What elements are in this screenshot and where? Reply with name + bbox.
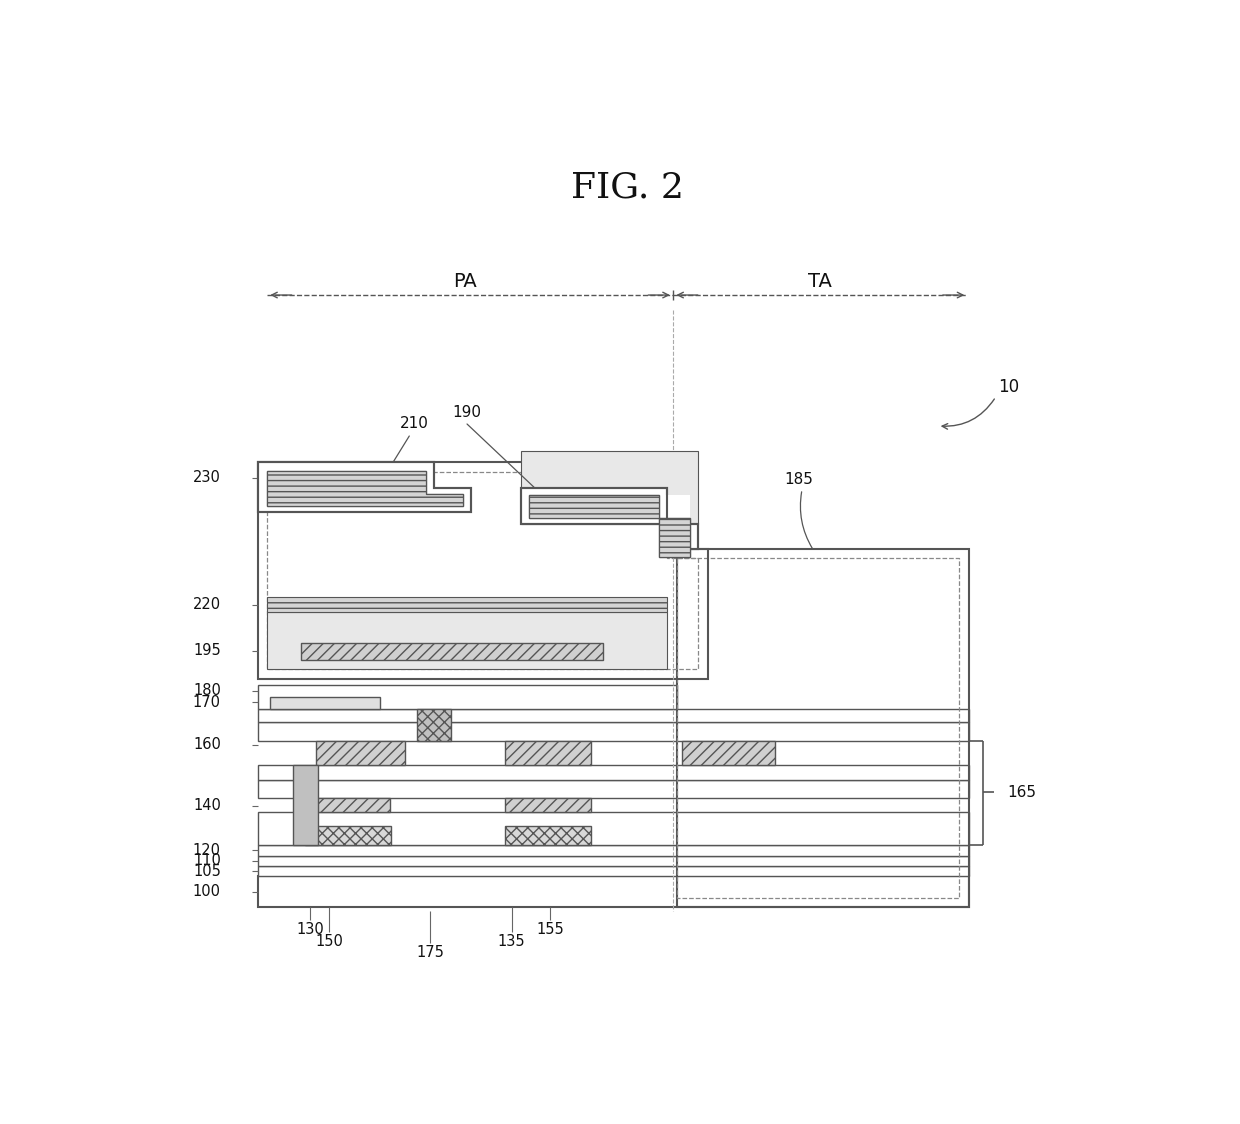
Polygon shape xyxy=(528,496,689,556)
Polygon shape xyxy=(528,496,689,556)
Text: FIG. 2: FIG. 2 xyxy=(572,170,684,205)
Text: 160: 160 xyxy=(193,737,221,752)
Text: 10: 10 xyxy=(998,379,1019,397)
Bar xyxy=(258,856,968,867)
Bar xyxy=(417,708,451,741)
Bar xyxy=(258,867,968,877)
Text: 120: 120 xyxy=(193,843,221,858)
Bar xyxy=(506,798,590,813)
Text: 105: 105 xyxy=(193,863,221,879)
Bar xyxy=(528,496,689,517)
Text: 140: 140 xyxy=(193,798,221,813)
Bar xyxy=(258,708,968,722)
Text: 100: 100 xyxy=(193,885,221,899)
Text: TA: TA xyxy=(808,272,832,291)
Bar xyxy=(268,472,427,506)
Polygon shape xyxy=(268,471,464,506)
Bar xyxy=(270,697,379,708)
Bar xyxy=(258,813,968,845)
Text: 210: 210 xyxy=(401,416,429,432)
Bar xyxy=(682,741,775,764)
Text: 175: 175 xyxy=(417,945,444,960)
Text: 230: 230 xyxy=(193,470,221,486)
Bar xyxy=(316,741,404,764)
Text: 155: 155 xyxy=(537,922,564,937)
Text: 185: 185 xyxy=(784,472,812,488)
Text: 170: 170 xyxy=(193,695,221,710)
Bar xyxy=(258,764,968,780)
Text: 165: 165 xyxy=(1007,785,1037,800)
Bar xyxy=(521,451,697,524)
Polygon shape xyxy=(258,462,471,513)
Polygon shape xyxy=(521,488,697,550)
Bar xyxy=(268,613,667,669)
Text: 190: 190 xyxy=(453,405,481,419)
Bar xyxy=(301,643,603,660)
Bar xyxy=(506,826,590,845)
Text: 180: 180 xyxy=(193,683,221,698)
Bar xyxy=(293,764,317,845)
Bar xyxy=(258,845,968,856)
Text: 195: 195 xyxy=(193,643,221,659)
Bar xyxy=(268,597,667,613)
Bar xyxy=(506,741,591,764)
Text: 110: 110 xyxy=(193,853,221,869)
Bar xyxy=(258,780,968,798)
Polygon shape xyxy=(268,471,464,506)
Text: 220: 220 xyxy=(192,597,221,613)
Bar xyxy=(258,686,677,708)
Text: 150: 150 xyxy=(315,934,343,949)
Bar xyxy=(258,722,968,741)
Bar xyxy=(309,798,389,813)
Text: PA: PA xyxy=(453,272,477,291)
Bar xyxy=(305,826,392,845)
Text: 135: 135 xyxy=(497,934,526,949)
Text: 130: 130 xyxy=(296,922,324,937)
Bar xyxy=(258,877,968,907)
